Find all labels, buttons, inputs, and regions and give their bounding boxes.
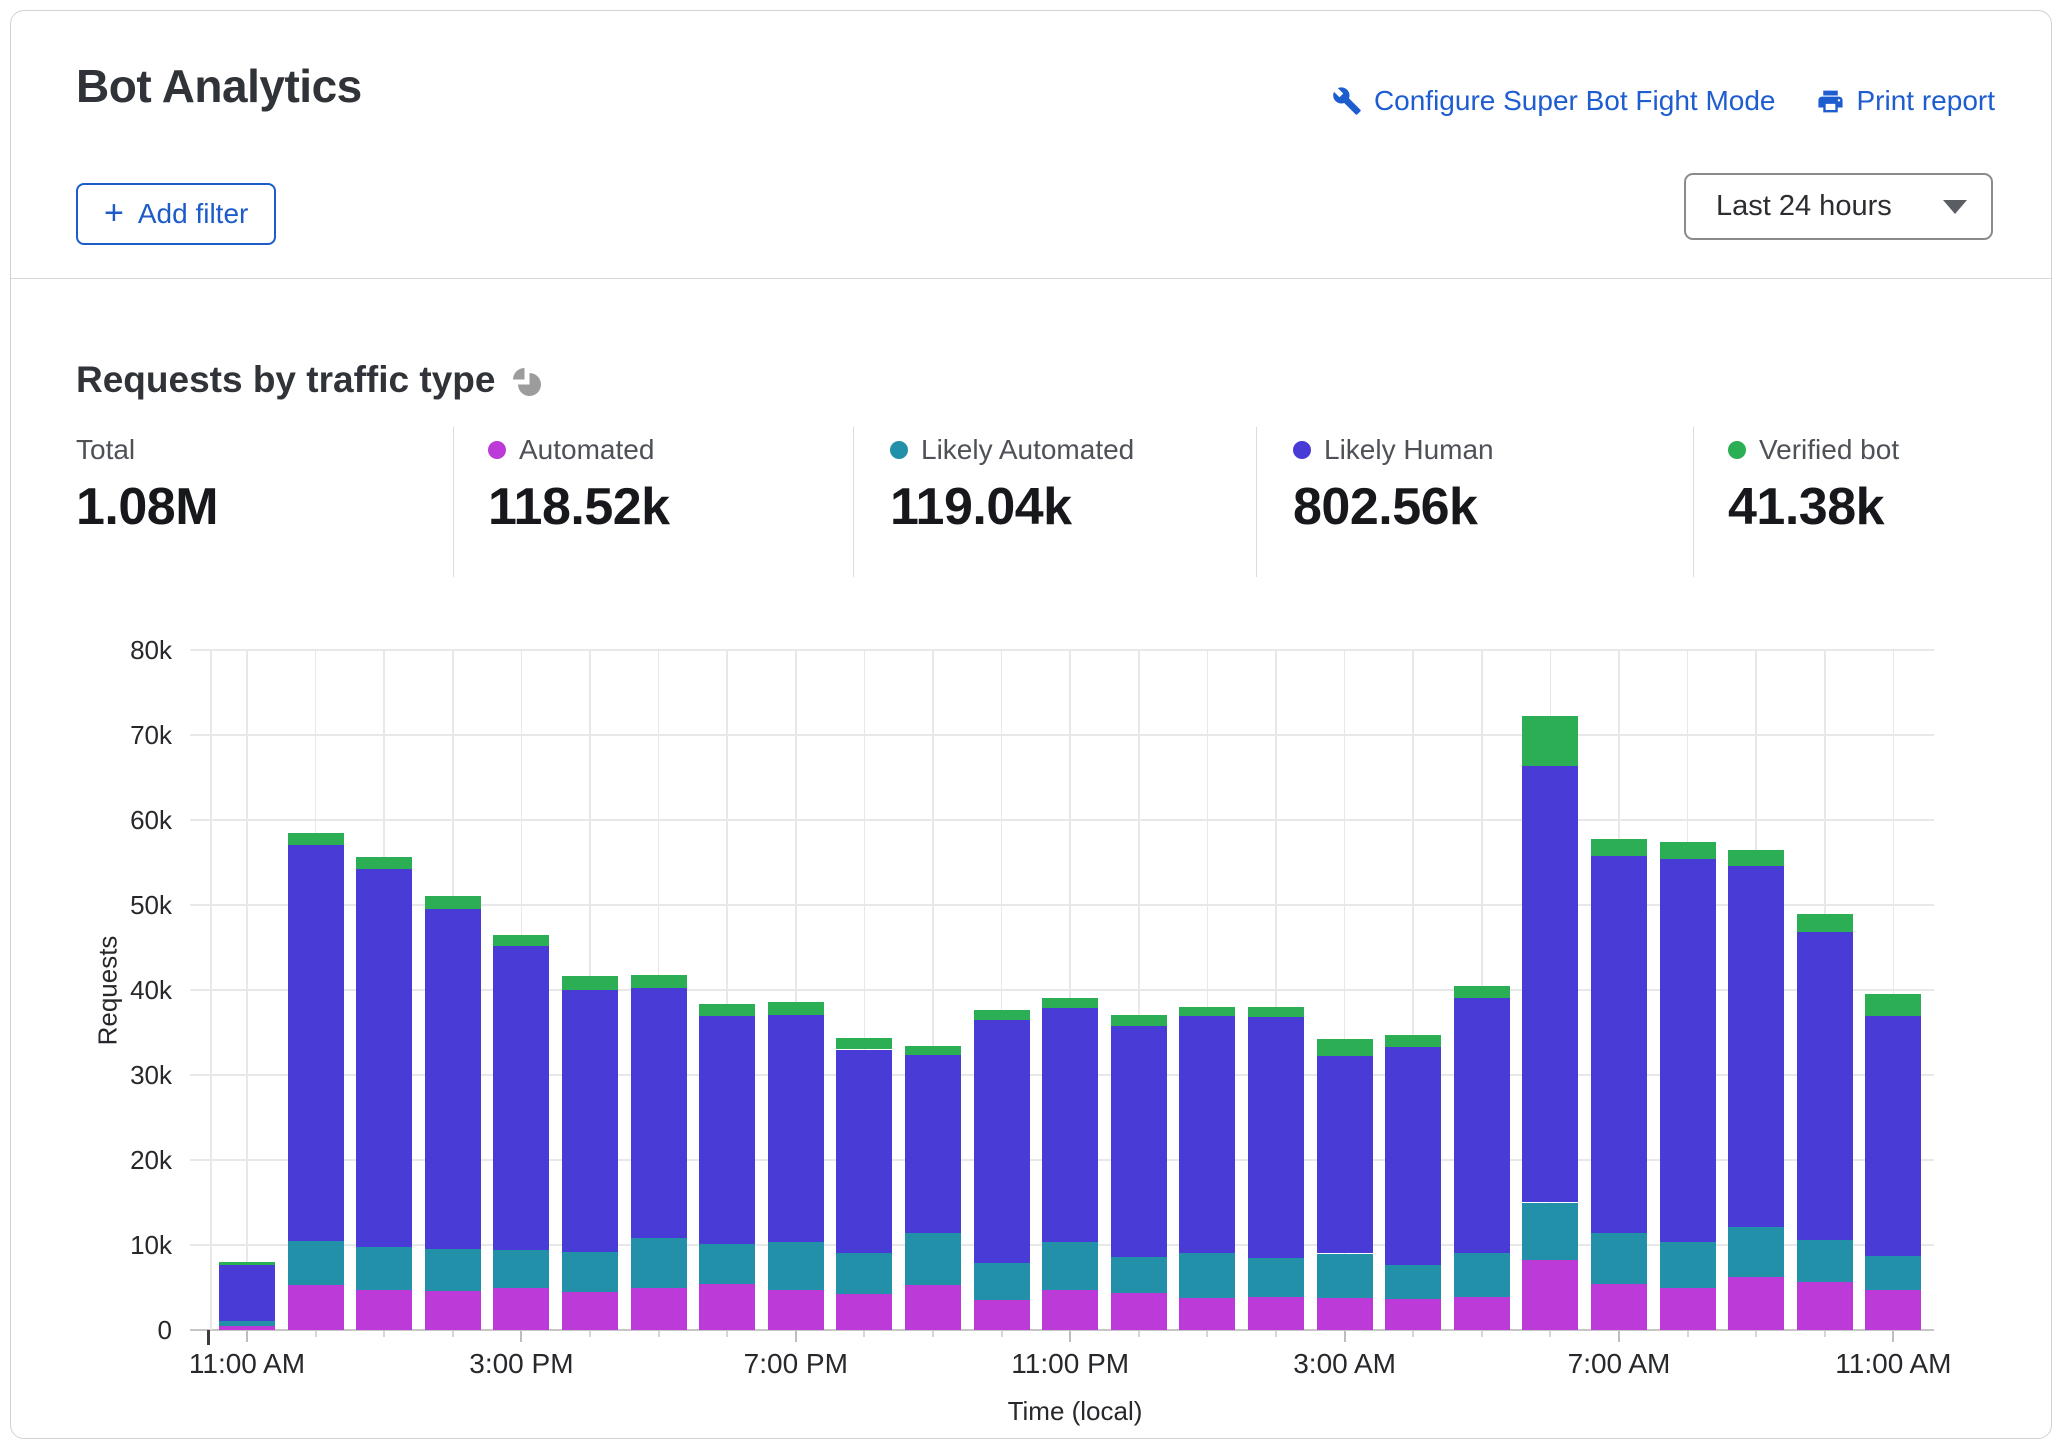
likely-automated-legend-dot: [890, 441, 908, 459]
stat-divider: [453, 427, 454, 577]
section-title: Requests by traffic type: [76, 359, 495, 401]
bot-analytics-page: Bot Analytics Configure Super Bot Fight …: [0, 0, 2062, 1450]
stat-verified-bot-value: 41.38k: [1728, 477, 1899, 537]
verified-bot-legend-dot: [1728, 441, 1746, 459]
stat-divider: [853, 427, 854, 577]
stat-likely-human: Likely Human 802.56k: [1293, 431, 1494, 537]
likely-human-legend-dot: [1293, 441, 1311, 459]
stat-likely-human-label: Likely Human: [1324, 434, 1494, 466]
bot-analytics-card: Bot Analytics Configure Super Bot Fight …: [10, 10, 2052, 1439]
configure-super-bot-fight-mode-link[interactable]: Configure Super Bot Fight Mode: [1332, 85, 1776, 117]
automated-legend-dot: [488, 441, 506, 459]
stat-total: Total 1.08M: [76, 431, 218, 537]
add-filter-label: Add filter: [138, 198, 249, 230]
time-range-value: Last 24 hours: [1716, 190, 1892, 223]
pie-chart-icon: [513, 368, 541, 396]
page-title: Bot Analytics: [76, 59, 362, 113]
stat-total-label: Total: [76, 434, 135, 466]
stat-automated-label: Automated: [519, 434, 654, 466]
chevron-down-icon: [1943, 200, 1967, 214]
stat-verified-bot-label: Verified bot: [1759, 434, 1899, 466]
time-range-select[interactable]: Last 24 hours: [1684, 173, 1993, 240]
stat-likely-automated-label: Likely Automated: [921, 434, 1134, 466]
plus-icon: +: [104, 196, 124, 230]
print-link-label: Print report: [1857, 85, 1996, 117]
add-filter-button[interactable]: + Add filter: [76, 183, 276, 245]
section-title-row: Requests by traffic type: [76, 359, 541, 401]
header-actions: Configure Super Bot Fight Mode Print rep…: [1332, 85, 1995, 117]
configure-link-label: Configure Super Bot Fight Mode: [1374, 85, 1776, 117]
stat-total-value: 1.08M: [76, 477, 218, 537]
print-report-link[interactable]: Print report: [1816, 85, 1996, 117]
header-divider: [11, 278, 2051, 279]
stat-likely-automated: Likely Automated 119.04k: [890, 431, 1134, 537]
printer-icon: [1816, 87, 1845, 116]
stat-divider: [1256, 427, 1257, 577]
wrench-icon: [1332, 86, 1362, 116]
stat-likely-automated-value: 119.04k: [890, 477, 1134, 537]
stat-likely-human-value: 802.56k: [1293, 477, 1494, 537]
stat-divider: [1693, 427, 1694, 577]
stat-verified-bot: Verified bot 41.38k: [1728, 431, 1899, 537]
stat-automated-value: 118.52k: [488, 477, 670, 537]
stat-automated: Automated 118.52k: [488, 431, 670, 537]
